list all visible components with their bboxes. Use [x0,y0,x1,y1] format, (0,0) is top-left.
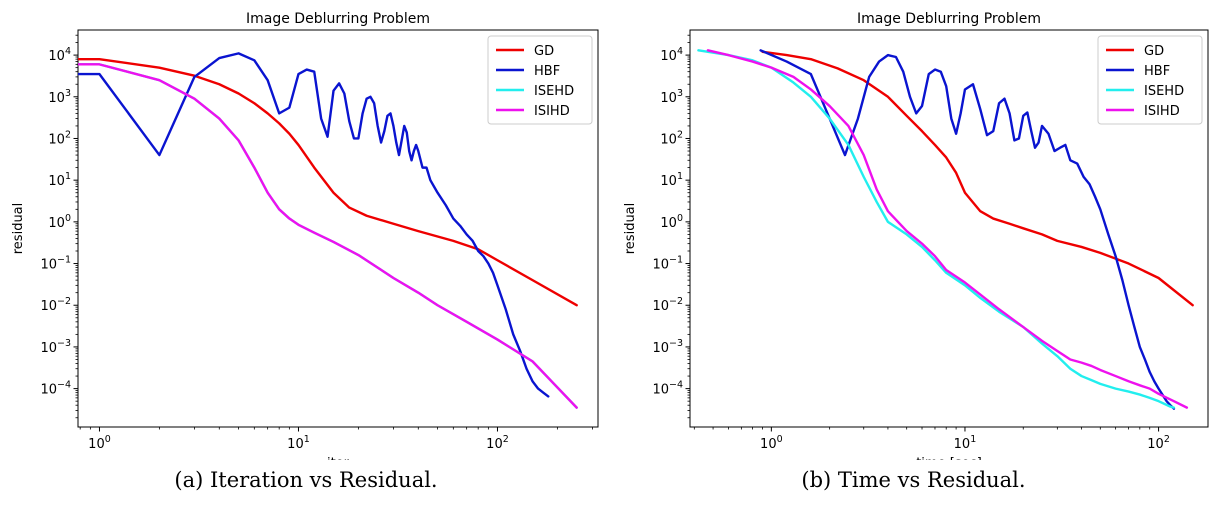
y-tick-label: 104 [660,46,683,64]
legend-label-hbf: HBF [1144,64,1170,79]
y-axis-label: residual [11,203,26,255]
y-tick-label: 10−1 [652,255,683,273]
y-tick-label: 102 [660,129,683,147]
y-tick-label: 102 [48,129,71,147]
caption-time-vs-residual: (b) Time vs Residual. [801,468,1026,492]
legend-box [1097,35,1203,125]
series-line-isehd [697,49,1176,409]
y-tick-label: 10−2 [40,296,71,314]
x-tick-label: 101 [954,434,977,452]
x-tick-label: 102 [486,434,509,452]
series-line-gd [761,50,1194,307]
x-tick-label: 100 [760,434,783,452]
series-line-gd [78,57,578,307]
series-line-isihd [706,49,1189,409]
y-axis-label: residual [623,203,638,255]
y-tick-label: 10−3 [652,338,683,356]
y-tick-label: 103 [48,88,71,106]
y-tick-label: 101 [48,171,71,189]
x-tick-label: 101 [287,434,310,452]
y-tick-label: 104 [48,46,71,64]
legend: GD HBF ISEHD ISIHD [1097,35,1203,125]
series-group [697,49,1194,410]
caption-iteration-vs-residual: (a) Iteration vs Residual. [174,468,438,492]
series-line-hbf [759,49,1176,410]
y-tick-label: 100 [48,213,71,231]
series-group [78,52,578,409]
chart-time-vs-residual: Image Deblurring Problem 100 101 102 10−4 10−… [623,11,1209,460]
legend-label-hbf: HBF [534,64,560,79]
y-tick-label: 10−4 [652,380,683,398]
y-tick-label: 101 [660,171,683,189]
legend-label-isehd: ISEHD [1144,84,1184,99]
legend-label-gd: GD [1144,44,1164,59]
x-axis-label: iter [327,456,350,460]
chart-title: Image Deblurring Problem [857,11,1041,27]
series-line-hbf [78,52,550,398]
legend-label-isihd: ISIHD [534,104,570,119]
y-tick-label: 103 [660,88,683,106]
chart-iteration-vs-residual: Image Deblurring Problem 100 101 102 10−4 10−… [11,11,599,460]
legend-label-gd: GD [534,44,554,59]
y-tick-label: 10−1 [40,255,71,273]
x-tick-label: 102 [1147,434,1170,452]
y-tick-label: 10−2 [652,296,683,314]
legend-label-isihd: ISIHD [1144,104,1180,119]
legend-box [487,35,593,125]
series-line-isihd [78,63,578,409]
chart-title: Image Deblurring Problem [246,11,430,27]
x-axis-label: time [sec] [916,456,982,460]
legend-label-isehd: ISEHD [534,84,574,99]
legend: GD HBF ISEHD ISIHD [487,35,593,125]
x-tick-label: 100 [88,434,111,452]
y-tick-label: 10−4 [40,380,71,398]
y-tick-label: 10−3 [40,338,71,356]
y-tick-label: 100 [660,213,683,231]
